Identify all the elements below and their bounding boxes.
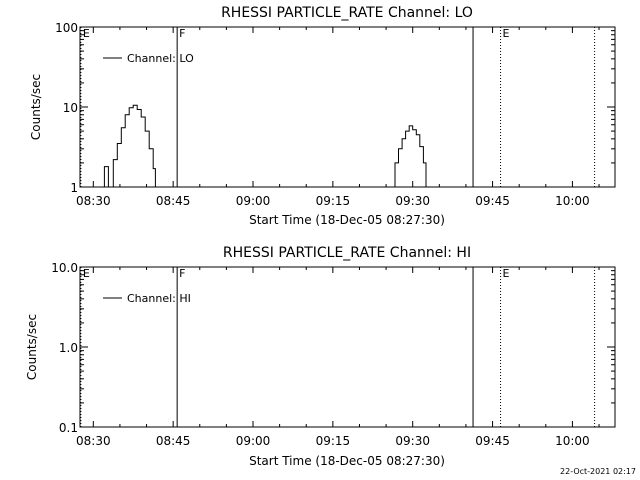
y-tick-label: 1 bbox=[70, 181, 78, 195]
series-line-segment bbox=[109, 104, 156, 188]
x-tick-label: 09:30 bbox=[395, 434, 430, 448]
y-tick-label: 0.1 bbox=[59, 421, 78, 435]
panel-lo-ticks: 08:30 08:45 09:00 09:15 09:30 09:45 10:00 1 10 10… bbox=[55, 21, 615, 208]
series-line-segment bbox=[103, 166, 109, 188]
y-tick-label: 10.0 bbox=[51, 261, 78, 275]
event-marker-label: E bbox=[503, 267, 510, 280]
event-marker-label: E bbox=[83, 267, 90, 280]
panel-lo: RHESSI PARTICLE_RATE Channel: LO E F E 08:… bbox=[29, 5, 616, 227]
x-tick-label: 08:30 bbox=[76, 434, 111, 448]
x-tick-label: 09:15 bbox=[316, 194, 351, 208]
panel-lo-ylabel: Counts/sec bbox=[29, 74, 43, 140]
generation-timestamp: 22-Oct-2021 02:17 bbox=[560, 467, 636, 476]
y-tick-label: 1.0 bbox=[59, 341, 78, 355]
event-marker-label: E bbox=[503, 27, 510, 40]
panel-lo-title: RHESSI PARTICLE_RATE Channel: LO bbox=[221, 5, 473, 21]
x-tick-label: 10:00 bbox=[555, 194, 590, 208]
x-tick-label: 09:45 bbox=[475, 194, 510, 208]
y-tick-label: 100 bbox=[55, 21, 78, 35]
x-tick-label: 09:45 bbox=[475, 434, 510, 448]
panel-hi-ylabel: Counts/sec bbox=[25, 314, 39, 380]
panel-hi-xlabel: Start Time (18-Dec-05 08:27:30) bbox=[249, 454, 445, 468]
x-tick-label: 09:00 bbox=[236, 194, 271, 208]
x-tick-label: 08:30 bbox=[76, 194, 111, 208]
y-tick-label: 10 bbox=[63, 101, 78, 115]
series-line-segment bbox=[393, 125, 427, 188]
panel-hi: RHESSI PARTICLE_RATE Channel: HI E F E 08:… bbox=[25, 245, 616, 468]
event-marker-label: F bbox=[179, 267, 185, 280]
panel-lo-xlabel: Start Time (18-Dec-05 08:27:30) bbox=[249, 213, 445, 227]
panel-hi-title: RHESSI PARTICLE_RATE Channel: HI bbox=[223, 245, 471, 261]
x-tick-label: 09:30 bbox=[395, 194, 430, 208]
x-tick-label: 10:00 bbox=[555, 434, 590, 448]
event-marker-label: F bbox=[179, 27, 185, 40]
panel-lo-series bbox=[103, 104, 427, 188]
legend-hi-label: Channel: HI bbox=[127, 292, 191, 305]
x-tick-label: 09:15 bbox=[316, 434, 351, 448]
legend-lo-label: Channel: LO bbox=[127, 52, 194, 65]
panel-hi-ticks: 08:30 08:45 09:00 09:15 09:30 09:45 10:00 0.1 1.… bbox=[51, 261, 615, 448]
event-marker-label: E bbox=[83, 27, 90, 40]
x-tick-label: 08:45 bbox=[156, 434, 191, 448]
x-tick-label: 09:00 bbox=[236, 434, 271, 448]
panel-hi-legend: Channel: HI bbox=[103, 292, 191, 305]
x-tick-label: 08:45 bbox=[156, 194, 191, 208]
panel-lo-legend: Channel: LO bbox=[103, 52, 194, 65]
